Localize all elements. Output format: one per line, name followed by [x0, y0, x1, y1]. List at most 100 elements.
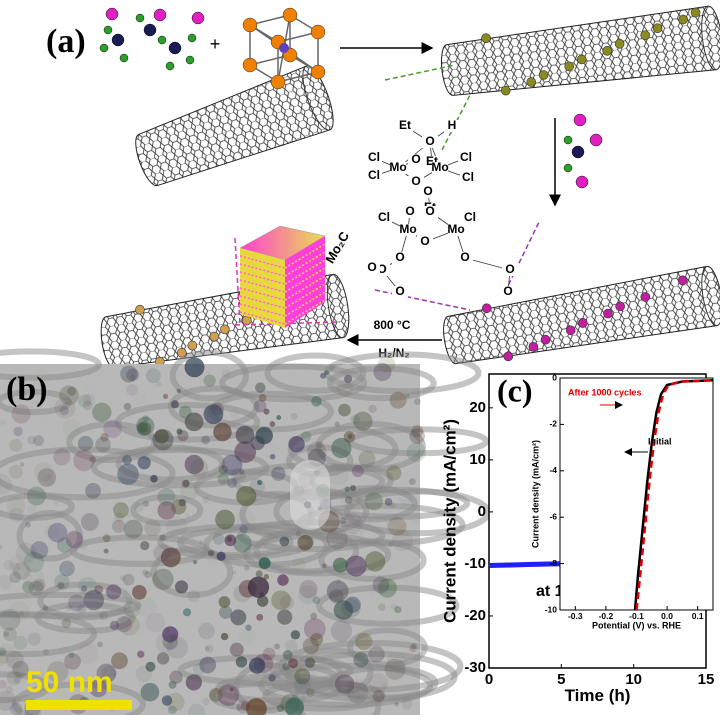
cluster-atom — [243, 18, 257, 32]
tem-particle — [73, 450, 94, 471]
atom-ball — [104, 26, 112, 34]
tem-particle — [236, 509, 256, 529]
x-tick-label: 0.1 — [692, 611, 704, 621]
tem-particle — [13, 677, 19, 683]
tem-particle — [4, 631, 9, 636]
atom-label: Mo — [399, 222, 416, 236]
guide-line — [505, 220, 540, 292]
tem-particle — [274, 643, 280, 649]
tem-particle — [414, 398, 421, 405]
guide-line — [375, 290, 470, 310]
tem-particle — [159, 534, 165, 540]
tem-particle — [291, 630, 300, 639]
atom-label: Cl — [368, 168, 380, 182]
legend-label: After 1000 cycles — [568, 387, 642, 397]
cluster-atom — [283, 8, 297, 22]
tem-particle — [199, 540, 203, 544]
tem-particle — [390, 502, 396, 508]
tem-particle — [203, 375, 215, 387]
tem-particle — [53, 501, 57, 505]
panel-label: (b) — [6, 371, 48, 408]
tem-particle — [193, 560, 197, 564]
tem-particle — [43, 649, 50, 656]
tem-particle — [249, 657, 265, 673]
tem-particle — [57, 582, 64, 589]
tem-particle — [230, 643, 244, 657]
tem-particle — [203, 496, 210, 503]
tem-particle — [106, 584, 121, 599]
x-axis-label: Time (h) — [565, 686, 631, 705]
tem-particle — [230, 409, 240, 419]
atom-label: O — [420, 234, 429, 248]
tem-particle — [112, 520, 125, 533]
tem-particle — [28, 581, 43, 596]
cluster-atom — [311, 25, 325, 39]
x-tick-label: 0 — [485, 671, 493, 688]
tem-particle — [394, 702, 399, 707]
tem-particle — [45, 524, 59, 538]
tem-particle — [62, 419, 81, 438]
tem-particle — [61, 619, 71, 629]
tem-particle — [13, 636, 27, 650]
tem-particle — [350, 485, 356, 491]
tem-particle — [411, 643, 417, 649]
tem-particle — [333, 558, 348, 573]
tem-particle — [405, 393, 409, 397]
nanotube — [440, 265, 720, 371]
cluster-atom — [243, 58, 257, 72]
tem-particle — [144, 520, 161, 537]
tem-particle — [335, 421, 340, 426]
atom-label: O — [367, 260, 376, 274]
tem-particle — [185, 357, 205, 377]
tem-particle — [126, 384, 137, 395]
cluster-atom — [271, 75, 285, 89]
cube-left — [240, 248, 285, 328]
tem-particle — [146, 368, 161, 383]
tem-particle — [30, 541, 48, 559]
tem-particle — [391, 603, 398, 610]
tem-particle — [177, 389, 181, 393]
y-tick-label: 0 — [478, 503, 486, 520]
tem-particle — [97, 641, 103, 647]
tem-particle — [257, 480, 262, 485]
atom-ball — [564, 136, 572, 144]
tem-particle — [208, 556, 219, 567]
nanotube — [128, 63, 339, 195]
tem-particle — [256, 614, 263, 621]
tem-particle — [239, 629, 256, 646]
tem-particle — [329, 364, 335, 370]
tem-particle — [78, 394, 91, 407]
tem-particle — [104, 549, 109, 554]
x-tick-label: -0.3 — [568, 611, 583, 621]
tem-particle — [179, 406, 192, 419]
tem-particle — [168, 387, 177, 396]
tem-particle — [205, 371, 210, 376]
tem-particle — [145, 662, 155, 672]
atom-label: O — [411, 174, 420, 188]
atom-label: Mo — [389, 160, 406, 174]
tem-particle — [303, 638, 320, 655]
tem-particle — [256, 570, 263, 577]
tem-particle — [7, 496, 26, 515]
tem-particle — [294, 678, 311, 695]
tem-particle — [150, 475, 158, 483]
tem-particle — [100, 433, 108, 441]
y-tick-label: -30 — [464, 659, 486, 676]
tem-particle — [345, 596, 361, 612]
tem-particle — [187, 590, 199, 602]
atom-label: O — [425, 204, 434, 218]
atom-ball — [169, 42, 181, 54]
tem-particle — [58, 646, 69, 657]
tem-particle — [152, 569, 173, 590]
tem-particle — [278, 556, 289, 567]
tem-particle — [132, 585, 147, 600]
tem-particle — [324, 370, 329, 375]
tem-particle — [175, 580, 188, 593]
tem-particle — [225, 633, 231, 639]
tem-particle — [140, 541, 149, 550]
atom-label: Cl — [378, 210, 390, 224]
tem-particle — [304, 618, 326, 640]
tem-particle — [113, 672, 117, 676]
tem-particle — [27, 504, 37, 514]
atom-label: O — [425, 134, 434, 148]
